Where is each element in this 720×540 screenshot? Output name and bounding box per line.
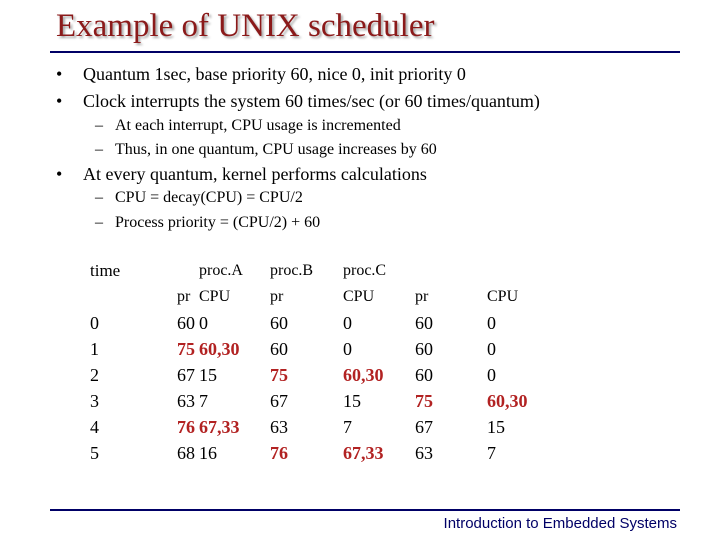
slide-title: Example of UNIX scheduler xyxy=(56,8,435,44)
sub-bullet-text: Thus, in one quantum, CPU usage increase… xyxy=(115,141,437,158)
bullet-text: Clock interrupts the system 60 times/sec… xyxy=(83,91,540,111)
sub-bullet-priority: – Process priority = (CPU/2) + 60 xyxy=(95,214,321,232)
table-cell: 60 xyxy=(177,312,195,333)
table-cell xyxy=(415,258,487,284)
table-cell: proc.A xyxy=(199,262,243,279)
bullet-kernel: • At every quantum, kernel performs calc… xyxy=(56,164,427,185)
table-cell: 0 xyxy=(199,312,208,333)
table-row: 5 68 16 76 67,33 63 7 xyxy=(78,440,557,466)
dash-icon: – xyxy=(95,117,103,134)
bullet-dot-icon: • xyxy=(56,64,63,84)
table-cell: 60 xyxy=(415,338,433,359)
table-row: 3 63 7 67 15 75 60,30 xyxy=(78,388,557,414)
table-subheader-row: pr CPU pr CPU pr CPU xyxy=(78,284,557,310)
table-cell: proc.B xyxy=(270,262,314,279)
table-cell: 67,33 xyxy=(199,416,240,437)
table-cell xyxy=(78,284,127,310)
table-cell: 68 xyxy=(177,442,195,463)
table-cell: 63 xyxy=(415,442,433,463)
table-cell: 15 xyxy=(487,416,505,437)
table-cell: pr xyxy=(415,288,429,305)
table-cell: CPU xyxy=(487,288,519,305)
bullet-quantum: • Quantum 1sec, base priority 60, nice 0… xyxy=(56,64,466,85)
table-cell: 67 xyxy=(270,390,288,411)
table-row: 0 60 0 60 0 60 0 xyxy=(78,310,557,336)
bullet-dot-icon: • xyxy=(56,164,63,184)
sub-bullet-text: Process priority = (CPU/2) + 60 xyxy=(115,214,321,231)
table-cell: 7 xyxy=(199,390,208,411)
bullet-dot-icon: • xyxy=(56,91,63,111)
sub-bullet-interrupt: – At each interrupt, CPU usage is increm… xyxy=(95,117,401,135)
table-cell: 15 xyxy=(343,390,361,411)
table-cell: 7 xyxy=(487,442,496,463)
table-cell: 15 xyxy=(199,364,217,385)
table-cell: pr xyxy=(177,288,191,305)
table-cell: 60 xyxy=(270,312,288,333)
table-cell: CPU xyxy=(199,288,231,305)
scheduler-table: time proc.A proc.B proc.C pr CPU pr CPU pr CPU 0 60… xyxy=(78,258,557,466)
table-cell: 4 xyxy=(90,416,99,437)
table-cell: 1 xyxy=(90,338,99,359)
table-cell: 63 xyxy=(270,416,288,437)
table-cell: 60,30 xyxy=(199,338,240,359)
table-cell: 60 xyxy=(270,338,288,359)
dash-icon: – xyxy=(95,214,103,231)
table-cell: 76 xyxy=(270,442,288,463)
table-cell: 67,33 xyxy=(343,442,384,463)
table-cell: 16 xyxy=(199,442,217,463)
table-cell: 67 xyxy=(177,364,195,385)
table-cell: 0 xyxy=(487,364,496,385)
table-cell xyxy=(127,258,199,284)
table-cell: 0 xyxy=(90,312,99,333)
table-cell: 67 xyxy=(415,416,433,437)
table-cell: 3 xyxy=(90,390,99,411)
table-cell: 0 xyxy=(343,312,352,333)
table-row: 2 67 15 75 60,30 60 0 xyxy=(78,362,557,388)
sub-bullet-text: CPU = decay(CPU) = CPU/2 xyxy=(115,189,303,206)
sub-bullet-quantum-usage: – Thus, in one quantum, CPU usage increa… xyxy=(95,141,437,159)
table-header-row: time proc.A proc.B proc.C xyxy=(78,258,557,284)
bullet-text: Quantum 1sec, base priority 60, nice 0, … xyxy=(83,64,466,84)
table-cell: 75 xyxy=(177,338,195,359)
table-cell: 0 xyxy=(487,338,496,359)
table-cell: 60 xyxy=(415,312,433,333)
table-cell: 7 xyxy=(343,416,352,437)
table-cell: 0 xyxy=(487,312,496,333)
footer-text: Introduction to Embedded Systems xyxy=(443,515,677,532)
table-cell: 2 xyxy=(90,364,99,385)
sub-bullet-text: At each interrupt, CPU usage is incremen… xyxy=(115,117,401,134)
table-cell: 76 xyxy=(177,416,195,437)
table-cell: 5 xyxy=(90,442,99,463)
table-cell: proc.C xyxy=(343,262,387,279)
table-cell: 60,30 xyxy=(487,390,528,411)
table-cell: pr xyxy=(270,288,284,305)
bullet-clock: • Clock interrupts the system 60 times/s… xyxy=(56,91,540,112)
table-cell: time xyxy=(90,261,121,280)
dash-icon: – xyxy=(95,141,103,158)
table-cell: 63 xyxy=(177,390,195,411)
table-cell: 0 xyxy=(343,338,352,359)
footer-divider xyxy=(50,509,680,511)
scheduler-table-body: time proc.A proc.B proc.C pr CPU pr CPU pr CPU 0 60… xyxy=(78,258,557,466)
table-cell: 75 xyxy=(270,364,288,385)
table-row: 1 75 60,30 60 0 60 0 xyxy=(78,336,557,362)
sub-bullet-cpu-decay: – CPU = decay(CPU) = CPU/2 xyxy=(95,189,303,207)
title-divider xyxy=(50,51,680,53)
table-cell: CPU xyxy=(343,288,375,305)
table-cell: 60,30 xyxy=(343,364,384,385)
bullet-text: At every quantum, kernel performs calcul… xyxy=(83,164,427,184)
dash-icon: – xyxy=(95,189,103,206)
table-row: 4 76 67,33 63 7 67 15 xyxy=(78,414,557,440)
table-cell xyxy=(487,258,557,284)
table-cell: 75 xyxy=(415,390,433,411)
table-cell: 60 xyxy=(415,364,433,385)
